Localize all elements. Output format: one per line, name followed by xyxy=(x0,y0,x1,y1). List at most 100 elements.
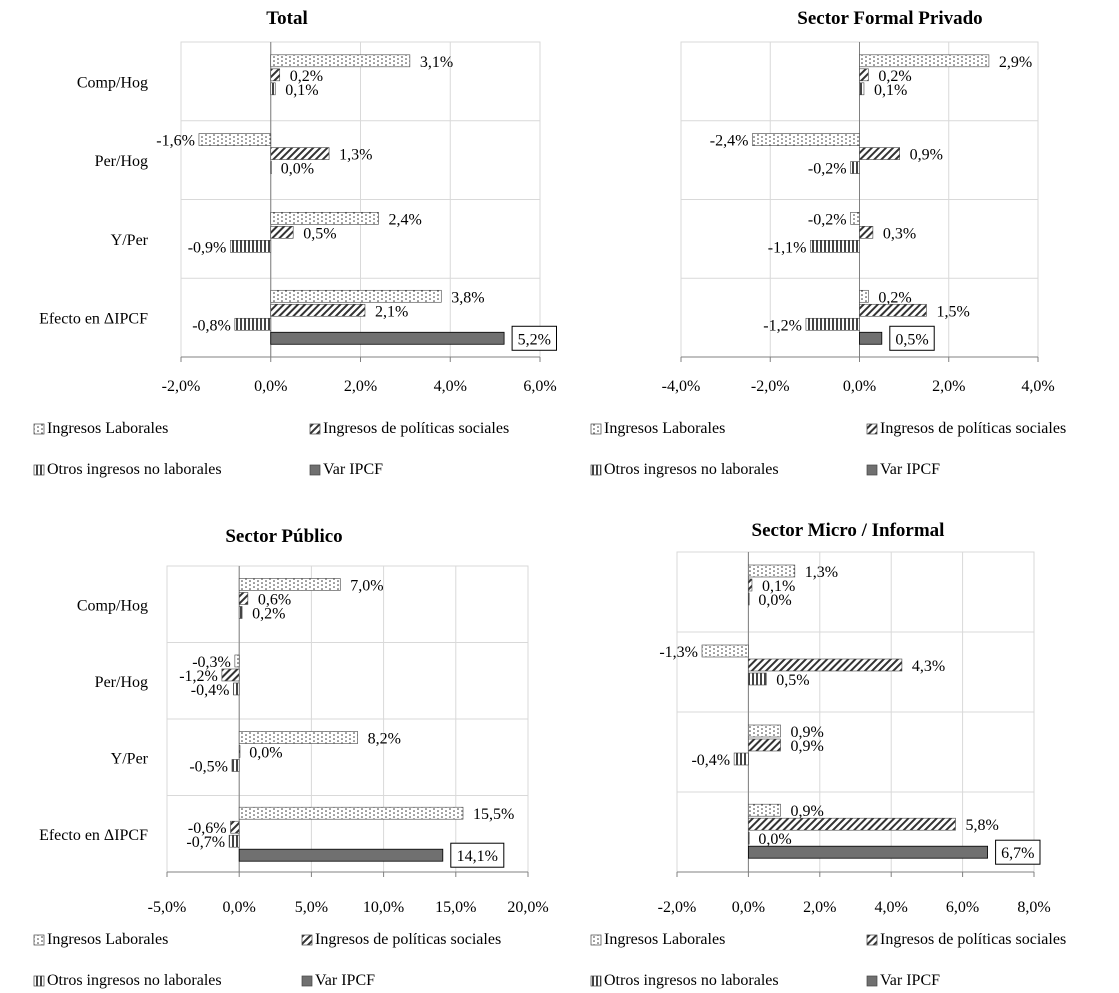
legend-label-var-ipcf: Var IPCF xyxy=(880,972,940,989)
x-tick-label: 0,0% xyxy=(223,899,256,916)
data-label-otros-ingresos: -0,5% xyxy=(189,758,228,775)
bar-politicas-sociales xyxy=(859,303,927,317)
data-label-ingresos-laborales: 1,3% xyxy=(805,564,838,581)
data-label-politicas-sociales: 0,9% xyxy=(791,738,824,755)
legend-label-var-ipcf: Var IPCF xyxy=(315,972,375,989)
legend-swatch-var-ipcf xyxy=(301,975,313,987)
data-label-otros-ingresos: 0,1% xyxy=(285,82,318,99)
x-tick-label: 6,0% xyxy=(523,378,556,395)
data-label-politicas-sociales: 0,5% xyxy=(303,225,336,242)
data-label-ingresos-laborales: -1,3% xyxy=(659,644,698,661)
data-label-otros-ingresos: -0,2% xyxy=(808,161,847,178)
legend-swatch-ingresos-laborales xyxy=(590,934,602,946)
data-label-otros-ingresos: -1,1% xyxy=(768,239,807,256)
legend-label-politicas-sociales: Ingresos de políticas sociales xyxy=(323,420,509,437)
legend-swatch-otros-ingresos xyxy=(33,975,45,987)
legend-label-var-ipcf: Var IPCF xyxy=(323,461,383,478)
data-label-ingresos-laborales: 7,0% xyxy=(350,577,383,594)
x-tick-label: 15,0% xyxy=(435,899,476,916)
x-tick-label: 6,0% xyxy=(946,899,979,916)
legend-label-ingresos-laborales: Ingresos Laborales xyxy=(604,931,725,948)
bar-otros-ingresos xyxy=(234,317,272,331)
x-tick-label: 8,0% xyxy=(1017,899,1050,916)
data-label-otros-ingresos: -0,4% xyxy=(691,752,730,769)
legend-label-ingresos-laborales: Ingresos Laborales xyxy=(47,420,168,437)
bar-politicas-sociales xyxy=(748,578,753,592)
bar-ingresos-laborales xyxy=(859,289,869,303)
bar-politicas-sociales xyxy=(270,303,366,317)
data-label-ingresos-laborales: 2,9% xyxy=(999,54,1032,71)
x-tick-label: -2,0% xyxy=(751,378,790,395)
bar-ingresos-laborales xyxy=(850,212,860,225)
legend-label-otros-ingresos: Otros ingresos no laborales xyxy=(47,461,222,478)
bar-otros-ingresos xyxy=(810,240,860,253)
legend-swatch-otros-ingresos xyxy=(590,975,602,987)
data-label-politicas-sociales: 2,1% xyxy=(375,303,408,320)
data-label-politicas-sociales: 0,0% xyxy=(249,744,282,761)
legend-label-otros-ingresos: Otros ingresos no laborales xyxy=(604,972,779,989)
bar-var-ipcf xyxy=(270,331,505,345)
data-label-ingresos-laborales: 0,2% xyxy=(878,289,911,306)
data-label-otros-ingresos: -0,9% xyxy=(188,239,227,256)
data-label-otros-ingresos: 0,0% xyxy=(758,831,791,848)
bar-politicas-sociales xyxy=(238,592,249,605)
bar-politicas-sociales xyxy=(859,226,874,239)
chart-panel-3: -5,0% 0,0% 5,0% 10,0% 15,0% 20,0% Sector Públi… xyxy=(33,526,549,989)
data-label-politicas-sociales: -0,6% xyxy=(188,820,227,837)
category-label: Comp/Hog xyxy=(77,597,148,614)
bar-otros-ingresos xyxy=(733,752,749,766)
legend-label-var-ipcf: Var IPCF xyxy=(880,461,940,478)
x-tick-label: -4,0% xyxy=(662,378,701,395)
legend-label-otros-ingresos: Otros ingresos no laborales xyxy=(47,972,222,989)
data-label-ingresos-laborales: -0,2% xyxy=(808,211,847,228)
bar-ingresos-laborales xyxy=(859,54,990,68)
bar-otros-ingresos xyxy=(270,82,276,96)
bar-ingresos-laborales xyxy=(238,578,341,591)
legend-swatch-var-ipcf xyxy=(866,975,878,987)
data-label-var-ipcf: 0,5% xyxy=(895,331,928,348)
data-label-var-ipcf: 5,2% xyxy=(518,331,551,348)
var-ipcf-label-box xyxy=(889,325,935,351)
bar-otros-ingresos xyxy=(231,759,240,772)
legend-label-ingresos-laborales: Ingresos Laborales xyxy=(604,420,725,437)
x-tick-label: 4,0% xyxy=(875,899,908,916)
data-label-otros-ingresos: 0,0% xyxy=(281,161,314,178)
data-label-otros-ingresos: -0,7% xyxy=(186,834,225,851)
bar-otros-ingresos xyxy=(228,834,240,848)
bar-ingresos-laborales xyxy=(270,212,379,225)
bar-politicas-sociales xyxy=(270,68,281,82)
bar-politicas-sociales xyxy=(748,817,956,831)
bar-var-ipcf xyxy=(238,848,444,862)
bar-ingresos-laborales xyxy=(701,644,749,658)
data-label-ingresos-laborales: 3,8% xyxy=(451,289,484,306)
bar-otros-ingresos xyxy=(748,672,767,686)
data-label-politicas-sociales: 0,9% xyxy=(910,147,943,164)
legend-swatch-ingresos-laborales xyxy=(33,423,45,435)
chart-panel-1: -2,0% 0,0% 2,0% 4,0% 6,0% Total Comp/Hog Per/Ho… xyxy=(33,8,557,478)
x-tick-label: 0,0% xyxy=(732,899,765,916)
data-label-otros-ingresos: 0,1% xyxy=(874,82,907,99)
category-label: Efecto en ΔIPCF xyxy=(39,827,148,844)
category-label: Efecto en ΔIPCF xyxy=(39,311,148,328)
x-tick-label: 2,0% xyxy=(344,378,377,395)
x-tick-label: 0,0% xyxy=(254,378,287,395)
legend-label-otros-ingresos: Otros ingresos no laborales xyxy=(604,461,779,478)
data-label-politicas-sociales: 0,1% xyxy=(762,578,795,595)
data-label-politicas-sociales: 0,6% xyxy=(258,591,291,608)
bar-var-ipcf xyxy=(748,845,988,859)
data-label-politicas-sociales: -1,2% xyxy=(179,668,218,685)
data-label-otros-ingresos: -1,2% xyxy=(763,317,802,334)
x-tick-label: 0,0% xyxy=(843,378,876,395)
data-label-politicas-sociales: 1,5% xyxy=(936,303,969,320)
category-label: Y/Per xyxy=(111,232,149,249)
data-label-ingresos-laborales: 15,5% xyxy=(473,806,514,823)
category-label: Per/Hog xyxy=(95,674,148,691)
bar-politicas-sociales xyxy=(270,226,294,239)
data-label-politicas-sociales: 0,2% xyxy=(290,68,323,85)
bar-otros-ingresos xyxy=(859,82,865,96)
var-ipcf-label-box xyxy=(995,839,1041,865)
bar-otros-ingresos xyxy=(233,682,240,696)
legend-swatch-politicas-sociales xyxy=(309,423,321,435)
data-label-otros-ingresos: 0,5% xyxy=(776,672,809,689)
data-label-politicas-sociales: 5,8% xyxy=(965,817,998,834)
